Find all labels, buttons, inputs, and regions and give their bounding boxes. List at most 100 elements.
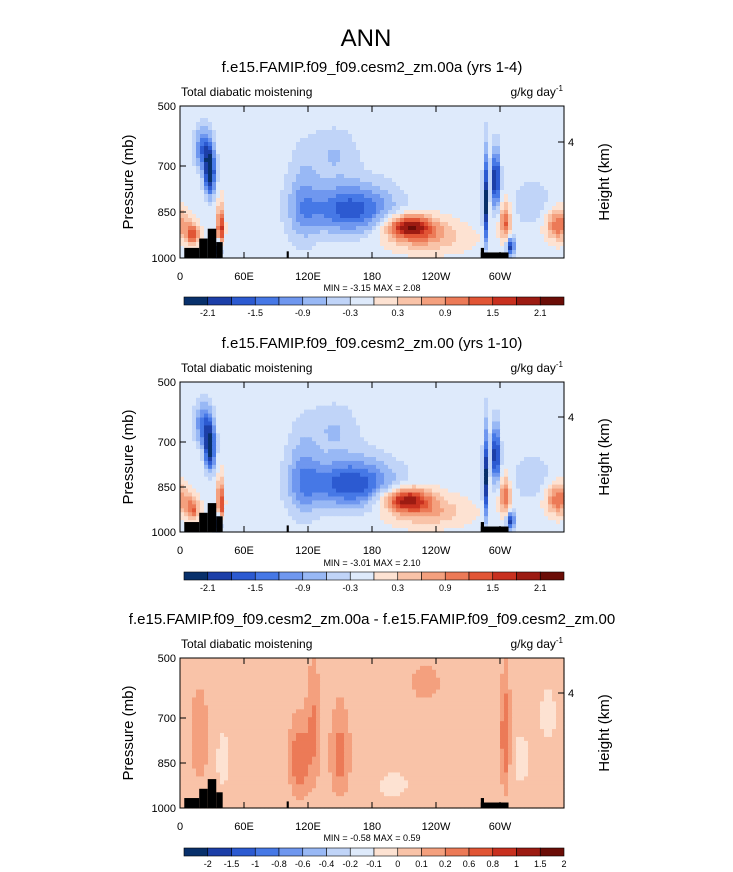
- contour-cell: [548, 214, 553, 219]
- contour-cell: [364, 222, 369, 227]
- contour-cell: [372, 202, 377, 207]
- contour-cell: [496, 178, 501, 183]
- contour-cell: [376, 150, 381, 155]
- contour-cell: [432, 182, 437, 187]
- contour-cell: [492, 421, 497, 427]
- colorbar-swatch: [278, 296, 304, 306]
- contour-cell: [288, 110, 293, 115]
- contour-cell: [516, 250, 521, 255]
- contour-cell: [252, 214, 257, 219]
- contour-cell: [344, 214, 349, 219]
- contour-cell: [440, 250, 445, 255]
- contour-cell: [224, 130, 229, 135]
- contour-cell: [368, 146, 373, 151]
- contour-cell: [184, 178, 189, 183]
- contour-cell: [184, 194, 189, 199]
- contour-cell: [288, 122, 293, 127]
- contour-cell: [528, 246, 533, 251]
- contour-cell: [180, 118, 185, 123]
- contour-cell: [316, 417, 321, 423]
- contour-cell: [308, 202, 313, 207]
- contour-cell: [464, 429, 469, 434]
- contour-cell: [504, 218, 509, 223]
- contour-cell: [548, 425, 553, 430]
- contour-cell: [264, 146, 269, 151]
- contour-cell: [336, 158, 341, 163]
- contour-cell: [284, 417, 289, 423]
- contour-cell: [492, 425, 497, 430]
- contour-cell: [548, 174, 553, 179]
- contour-cell: [376, 198, 381, 203]
- contour-cell: [440, 182, 445, 187]
- contour-cell: [480, 226, 485, 231]
- contour-cell: [420, 194, 425, 199]
- contour-cell: [256, 214, 261, 219]
- contour-cell: [508, 254, 513, 259]
- contour-cell: [348, 190, 353, 195]
- contour-cell: [444, 182, 449, 187]
- contour-cell: [416, 382, 421, 387]
- contour-cell: [376, 218, 381, 223]
- contour-cell: [232, 150, 237, 155]
- contour-cell: [220, 234, 225, 239]
- contour-cell: [476, 134, 481, 139]
- contour-cell: [380, 166, 385, 171]
- contour-cell: [196, 178, 201, 183]
- contour-cell: [456, 214, 461, 219]
- contour-cell: [268, 246, 273, 251]
- contour-cell: [304, 238, 309, 243]
- contour-cell: [360, 198, 365, 203]
- contour-cell: [256, 118, 261, 123]
- contour-cell: [532, 198, 537, 203]
- contour-cell: [348, 150, 353, 155]
- contour-cell: [508, 110, 513, 115]
- contour-cell: [304, 202, 309, 207]
- contour-cell: [212, 106, 217, 111]
- contour-cell: [516, 214, 521, 219]
- contour-cell: [364, 214, 369, 219]
- contour-cell: [484, 182, 489, 187]
- contour-cell: [424, 393, 429, 399]
- contour-cell: [388, 230, 393, 235]
- contour-cell: [464, 126, 469, 131]
- contour-cell: [436, 214, 441, 219]
- contour-cell: [260, 421, 265, 427]
- contour-cell: [492, 106, 497, 111]
- contour-cell: [380, 421, 385, 427]
- contour-cell: [444, 429, 449, 434]
- contour-cell: [432, 214, 437, 219]
- contour-cell: [268, 206, 273, 211]
- contour-cell: [424, 114, 429, 119]
- contour-cell: [548, 154, 553, 159]
- contour-cell: [516, 110, 521, 115]
- contour-cell: [340, 246, 345, 251]
- contour-cell: [516, 202, 521, 207]
- contour-cell: [300, 206, 305, 211]
- contour-cell: [208, 150, 213, 155]
- contour-cell: [424, 202, 429, 207]
- contour-cell: [308, 158, 313, 163]
- contour-cell: [240, 254, 245, 259]
- contour-cell: [392, 142, 397, 147]
- contour-cell: [440, 214, 445, 219]
- contour-cell: [544, 382, 549, 387]
- contour-cell: [336, 118, 341, 123]
- contour-cell: [244, 154, 249, 159]
- contour-cell: [292, 405, 297, 411]
- contour-cell: [296, 417, 301, 423]
- contour-cell: [516, 126, 521, 131]
- contour-cell: [476, 158, 481, 163]
- contour-cell: [228, 425, 233, 430]
- contour-cell: [388, 114, 393, 119]
- contour-cell: [532, 194, 537, 199]
- contour-cell: [268, 114, 273, 119]
- contour-cell: [548, 142, 553, 147]
- contour-cell: [336, 409, 341, 415]
- contour-cell: [260, 254, 265, 259]
- contour-cell: [468, 178, 473, 183]
- contour-cell: [396, 158, 401, 163]
- contour-cell: [496, 130, 501, 135]
- contour-cell: [492, 393, 497, 399]
- contour-cell: [216, 186, 221, 191]
- contour-cell: [272, 186, 277, 191]
